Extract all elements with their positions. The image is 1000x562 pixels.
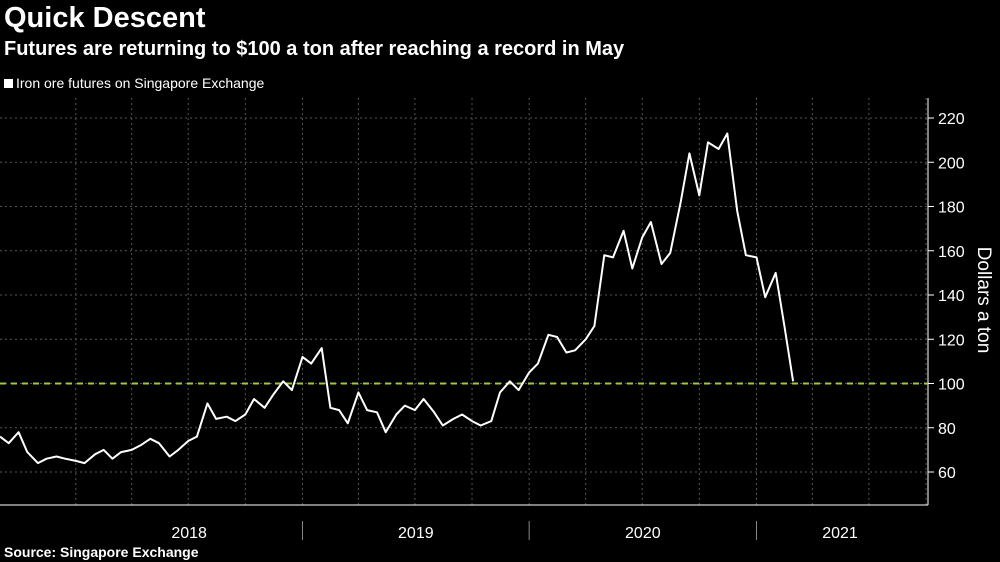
x-tick-label: 2018 bbox=[171, 525, 207, 542]
y-tick-label: 60 bbox=[938, 465, 956, 482]
grid bbox=[0, 98, 928, 505]
chart-title: Quick Descent bbox=[4, 2, 206, 34]
y-tick-label: 200 bbox=[938, 155, 965, 172]
axes: 60 80 100 120 140 160 180 200 220 2018 2019 2020 202… bbox=[0, 98, 994, 542]
y-tick-label: 100 bbox=[938, 377, 965, 394]
legend-swatch bbox=[4, 78, 13, 88]
y-tick-label: 140 bbox=[938, 288, 965, 305]
y-axis-title: Dollars a ton bbox=[973, 247, 994, 354]
series-line bbox=[0, 132, 795, 465]
legend: Iron ore futures on Singapore Exchange bbox=[4, 75, 264, 91]
chart-subtitle: Futures are returning to $100 a ton afte… bbox=[4, 38, 625, 60]
series-group bbox=[0, 132, 928, 465]
x-tick-label: 2019 bbox=[398, 525, 434, 542]
x-tick-label: 2020 bbox=[625, 525, 661, 542]
x-tick-label: 2021 bbox=[822, 525, 858, 542]
y-tick-label: 120 bbox=[938, 332, 965, 349]
y-tick-label: 160 bbox=[938, 244, 965, 261]
y-tick-label: 180 bbox=[938, 200, 965, 217]
y-tick-label: 80 bbox=[938, 421, 956, 438]
y-tick-label: 220 bbox=[938, 111, 965, 128]
legend-label: Iron ore futures on Singapore Exchange bbox=[16, 75, 265, 91]
source-note: Source: Singapore Exchange bbox=[4, 544, 199, 560]
